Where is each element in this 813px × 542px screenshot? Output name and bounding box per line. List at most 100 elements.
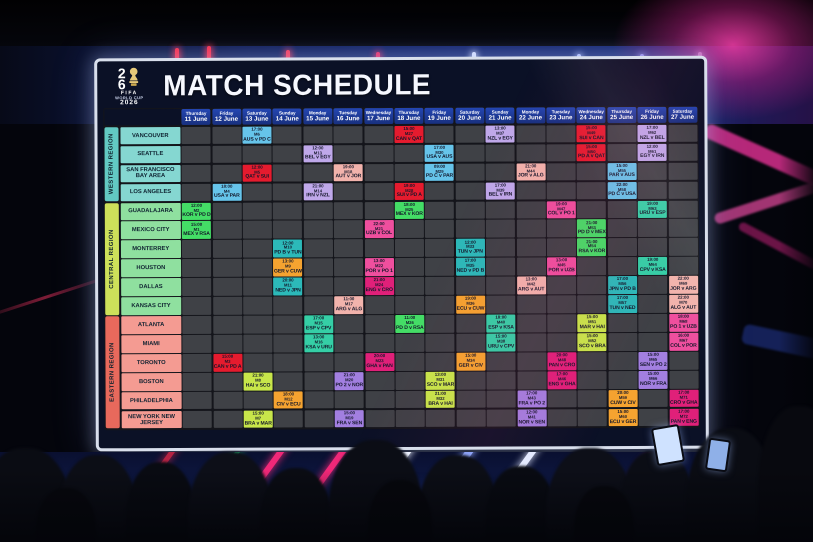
empty-cell: [425, 352, 455, 371]
region-band: WESTERN REGION: [104, 127, 120, 202]
empty-cell: [516, 238, 546, 257]
empty-cell: [456, 314, 486, 333]
match-teams: BRA v MAR: [244, 420, 272, 427]
region-band-label: WESTERN REGION: [108, 133, 116, 195]
match-teams: SCO v BRA: [578, 342, 606, 350]
empty-cell: [243, 353, 273, 372]
empty-cell: [212, 164, 242, 183]
empty-cell: [638, 276, 668, 294]
match-cell: 20:00 M23 GHA v PAN: [365, 353, 395, 371]
match-teams: PAR v AUS: [609, 172, 635, 179]
empty-cell: [577, 295, 607, 313]
empty-cell: [213, 410, 243, 429]
empty-cell: [334, 220, 364, 239]
empty-cell: [607, 143, 637, 162]
match-cell: 11:00 M17 ARG v ALG: [334, 296, 364, 315]
empty-cell: [395, 390, 425, 409]
match-teams: ENG v CRO: [365, 287, 393, 294]
empty-cell: [303, 258, 333, 277]
match-cell: 21:00 M8 HAI v SCO: [243, 372, 273, 391]
empty-cell: [394, 163, 424, 182]
city-label: MONTERREY: [120, 240, 181, 259]
match-teams: PAN v ENG: [670, 418, 697, 425]
match-cell: 12:00 M61 EGY v IRN: [637, 143, 667, 162]
empty-cell: [425, 277, 455, 295]
region-band-label: CENTRAL REGION: [109, 229, 116, 289]
match-teams: HAI v SCO: [245, 382, 271, 389]
match-teams: NED v JPN: [275, 287, 301, 294]
date-header: Friday 19 June: [424, 108, 454, 125]
empty-cell: [426, 409, 456, 428]
empty-cell: [456, 409, 486, 428]
match-teams: NED v PD B: [456, 267, 485, 274]
match-teams: BEL v EGY: [305, 154, 331, 161]
empty-cell: [182, 391, 212, 410]
empty-cell: [394, 258, 425, 276]
city-label: LOS ANGELES: [120, 183, 181, 202]
match-cell: 11:00 M26 PD D v RSA: [395, 315, 425, 333]
city-label: PHILADELPHIA: [121, 391, 182, 410]
empty-cell: [516, 219, 546, 238]
date-header: Sunday 14 June: [272, 108, 302, 125]
date-header: Saturday 20 June: [455, 108, 485, 125]
empty-cell: [242, 258, 273, 277]
empty-cell: [181, 145, 211, 164]
empty-cell: [272, 126, 302, 144]
match-cell: 17:00 M57 TUN v NED: [607, 295, 638, 313]
match-teams: MAR v HAI: [579, 324, 605, 331]
match-cell: 15:00 M60 ECU v GER: [608, 408, 638, 427]
empty-cell: [425, 258, 455, 276]
date-header: Monday 15 June: [303, 108, 333, 125]
match-cell: 17:00 M62 NZL v BEL: [637, 124, 667, 143]
match-cell: 19:00 M28 SUI v PD A: [394, 182, 424, 201]
empty-cell: [607, 124, 637, 143]
match-teams: JOR v ALG: [517, 172, 544, 179]
city-label: MEXICO CITY: [120, 221, 181, 240]
empty-cell: [212, 259, 242, 277]
empty-cell: [274, 410, 304, 428]
logo-digit-6: 6: [117, 75, 126, 92]
empty-cell: [181, 164, 211, 183]
empty-cell: [546, 219, 576, 238]
empty-cell: [243, 296, 273, 315]
empty-cell: [365, 390, 395, 409]
empty-cell: [668, 162, 698, 181]
empty-cell: [243, 315, 273, 334]
empty-cell: [486, 238, 516, 257]
match-teams: PD D v RSA: [395, 324, 424, 331]
match-teams: CAN v PD A: [213, 363, 242, 370]
empty-cell: [578, 408, 608, 427]
match-cell: 09:00 M29 PD C v PAR: [424, 163, 455, 182]
empty-cell: [546, 125, 576, 143]
match-cell: 18:00 M68 PO 1 v UZB: [668, 313, 698, 332]
match-teams: SCO v MAR: [426, 381, 455, 388]
empty-cell: [546, 181, 576, 200]
date-header: Tuesday 16 June: [333, 108, 363, 125]
empty-cell: [334, 353, 364, 371]
date-header-date: 14 June: [275, 114, 299, 123]
empty-cell: [395, 352, 425, 371]
empty-cell: [516, 125, 546, 143]
match-schedule-screen: 2 6 FIFA WORLD CUP 2026 MATCH SCHEDULE: [94, 55, 709, 452]
empty-cell: [637, 181, 667, 200]
empty-cell: [243, 277, 273, 296]
match-teams: ECU v CUW: [456, 305, 485, 312]
empty-cell: [456, 333, 486, 352]
empty-cell: [577, 390, 608, 408]
fifa-world-cup-26-logo: 2 6 FIFA WORLD CUP 2026: [103, 65, 155, 107]
match-cell: 19:00 M47 COL v PO 1: [546, 200, 576, 219]
empty-cell: [394, 239, 424, 257]
match-teams: QAT v SUI: [245, 173, 269, 181]
empty-cell: [242, 202, 272, 220]
date-header: Monday 22 June: [515, 107, 546, 124]
match-teams: ESP v CPV: [305, 325, 332, 332]
empty-cell: [486, 276, 516, 295]
empty-cell: [303, 163, 333, 182]
match-teams: PO 2 v NOR: [335, 381, 364, 388]
date-header-date: 20 June: [458, 114, 482, 122]
date-header-date: 26 June: [640, 113, 664, 121]
match-teams: GER v CIV: [458, 362, 483, 369]
empty-cell: [334, 315, 364, 333]
empty-cell: [455, 220, 485, 238]
empty-cell: [455, 182, 485, 200]
